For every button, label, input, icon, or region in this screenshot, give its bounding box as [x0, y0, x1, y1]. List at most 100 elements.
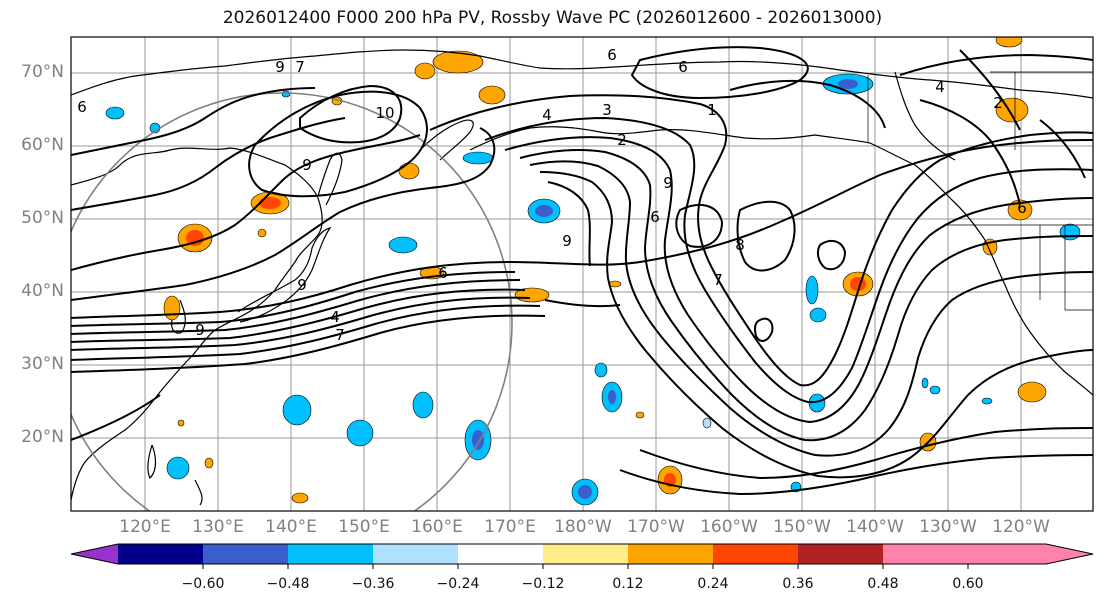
coastlines: [71, 49, 1093, 506]
lat-label: 30°N: [21, 354, 64, 374]
positive-anomaly: [259, 197, 281, 209]
gridlines: [71, 37, 1093, 511]
positive-anomaly: [186, 230, 204, 246]
colorbar-segment: [883, 544, 968, 564]
contour-label: 7: [713, 271, 723, 289]
lat-label: 70°N: [21, 62, 64, 82]
contour-label: 8: [735, 236, 745, 254]
negative-anomaly: [809, 307, 827, 323]
colorbar-extend-min: [71, 544, 118, 564]
colorbar-segment: [458, 544, 543, 564]
negative-anomaly: [388, 236, 418, 254]
lon-label: 120°E: [119, 517, 171, 537]
negative-anomaly: [702, 417, 712, 429]
colorbar-tick-label: −0.60: [181, 576, 225, 592]
colorbar-segment: [628, 544, 713, 564]
highlight-circle: [71, 92, 513, 511]
colorbar-segment: [288, 544, 373, 564]
negative-anomaly: [594, 362, 608, 378]
colorbar-tick-label: 0.60: [952, 576, 984, 592]
contour-labels: 9 7 6 10 6 6 4 3 2 9 6 4 7 9 8 9 6 2 6 4…: [77, 46, 1027, 344]
colorbar: [70, 543, 1094, 569]
negative-anomaly: [166, 456, 190, 480]
lon-label: 150°W: [773, 517, 831, 537]
lon-label: 180°W: [554, 517, 612, 537]
map-area: 9 7 6 10 6 6 4 3 2 9 6 4 7 9 8 9 6 2 6 4…: [71, 37, 1093, 511]
negative-anomaly: [282, 394, 312, 426]
contour-label: 6: [607, 46, 617, 64]
positive-anomaly: [432, 50, 484, 74]
colorbar-segment: [713, 544, 798, 564]
colorbar-tick-label: −0.12: [521, 576, 565, 592]
negative-anomaly: [805, 275, 819, 305]
lon-label: 150°E: [338, 517, 390, 537]
contour-label: 9: [275, 58, 285, 76]
negative-anomaly: [838, 79, 858, 89]
positive-anomaly: [1017, 381, 1047, 403]
contour-label: 3: [602, 101, 612, 119]
negative-anomaly: [981, 397, 993, 405]
chart-title: 2026012400 F000 200 hPa PV, Rossby Wave …: [222, 8, 883, 28]
lon-label: 140°E: [265, 517, 317, 537]
contour-label: 6: [650, 208, 660, 226]
contour-label: 10: [375, 104, 394, 122]
contour-label: 9: [663, 174, 673, 192]
negative-anomaly: [535, 205, 553, 217]
contour-label: 4: [935, 78, 945, 96]
contour-label: 9: [297, 276, 307, 294]
positive-anomaly: [1007, 199, 1033, 221]
contour-label: 6: [1017, 199, 1027, 217]
positive-anomaly: [257, 228, 267, 238]
positive-anomaly: [478, 85, 506, 105]
negative-anomaly: [105, 106, 125, 120]
contour-label: 6: [438, 264, 448, 282]
contour-label: 4: [542, 106, 552, 124]
lon-label: 160°E: [411, 517, 463, 537]
contour-label: 9: [302, 156, 312, 174]
colorbar-segment: [373, 544, 458, 564]
positive-anomaly: [177, 419, 185, 427]
pv-contours: [71, 46, 1093, 496]
contour-label: 6: [77, 98, 87, 116]
contour-label: 1: [707, 101, 717, 119]
colorbar-extend-max: [968, 544, 1093, 564]
colorbar-tick-label: −0.24: [436, 576, 480, 592]
colorbar-segment: [543, 544, 628, 564]
colorbar-tick-label: 0.36: [782, 576, 814, 592]
positive-anomaly: [163, 295, 181, 321]
map-frame: [70, 36, 1094, 512]
lon-label: 130°W: [919, 517, 977, 537]
colorbar-tick-label: −0.36: [351, 576, 395, 592]
colorbar-tick-label: 0.12: [612, 576, 644, 592]
colorbar-segment: [203, 544, 288, 564]
positive-anomaly: [995, 37, 1023, 48]
contour-label: 6: [678, 58, 688, 76]
contour-label: 2: [993, 94, 1003, 112]
lat-label: 40°N: [21, 281, 64, 301]
contour-label: 7: [335, 326, 345, 344]
contour-label: 2: [617, 131, 627, 149]
colorbar-segment: [798, 544, 883, 564]
positive-anomaly: [291, 492, 309, 504]
lat-label: 20°N: [21, 427, 64, 447]
colorbar-segment: [118, 544, 203, 564]
positive-anomaly: [414, 62, 436, 80]
negative-anomaly: [1059, 223, 1081, 241]
lon-label: 120°W: [992, 517, 1050, 537]
colorbar-tick-label: 0.48: [867, 576, 899, 592]
negative-anomaly: [608, 390, 616, 404]
negative-anomaly: [346, 419, 374, 447]
lat-label: 50°N: [21, 208, 64, 228]
negative-anomaly: [929, 385, 941, 395]
positive-anomaly: [204, 457, 214, 469]
contour-label: 9: [195, 321, 205, 339]
colorbar-tick-label: −0.48: [266, 576, 310, 592]
negative-anomaly: [921, 377, 929, 389]
negative-anomaly: [462, 151, 494, 165]
lon-label: 160°W: [700, 517, 758, 537]
positive-anomaly: [398, 162, 420, 180]
negative-anomaly: [412, 391, 434, 419]
lon-label: 140°W: [846, 517, 904, 537]
lon-label: 130°E: [192, 517, 244, 537]
